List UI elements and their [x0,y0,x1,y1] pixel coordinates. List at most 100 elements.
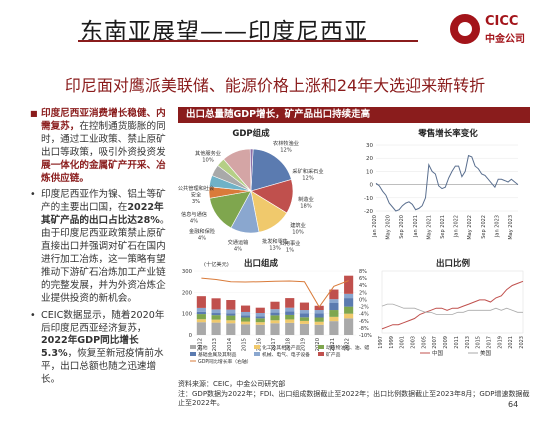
export-bar-segment [255,322,265,325]
round-bullet-icon: • [30,189,36,201]
pie-label: 1% [286,248,294,254]
export-bar-segment [344,275,354,294]
pie-title: GDP组成 [232,128,270,139]
retail-xtick: May 2022 [467,215,473,240]
export-legend-label: 其他 [198,344,208,351]
logo-name-cn: 中金公司 [485,34,525,45]
export-bar-segment [270,323,280,335]
export-unit-label: (十亿美元) [204,260,229,268]
ratio-xtick: 1999 [389,336,395,349]
export-bar-segment [329,316,339,322]
pie-label: 公用事业 [280,239,301,247]
ratio-xtick: 2005 [421,336,427,349]
logo-name-en: CICC [485,14,519,29]
export-y2tick: 8% [359,269,367,275]
pie-chart: GDP组成制造业18%农林牧渔业12%采矿和采石业12%建筑业10%批发和零售1… [178,128,324,254]
pie-label: 12% [280,148,292,154]
export-bar-segment [344,306,354,314]
footnote: 资料来源：CEIC，中金公司研究部 注：GDP数据为2022年；FDI、出口组成… [178,380,530,409]
export-bar-segment [226,300,236,310]
note-line: 注：GDP数据为2022年；FDI、出口组成数据截止至2022年；出口比例数据截… [178,389,530,408]
export-bar-segment [285,319,295,323]
export-comp-title: 出口组成 [244,258,279,269]
export-bar-segment [314,324,324,335]
export-y2tick: 6% [359,276,367,282]
square-bullet-icon: ■ [30,109,38,118]
pie-slice [249,148,254,192]
export-bar-segment [344,298,354,307]
export-bar-segment [314,317,324,322]
page-number: 64 [508,400,519,409]
ratio-xtick: 2019 [497,336,503,349]
export-bar-segment [240,321,251,325]
pie-slice [250,148,292,192]
chart-panel-header: 出口总量随GDP增长，矿产品出口持续走高 [178,107,530,123]
export-xtick: 2012 [197,338,203,351]
export-legend-swatch [254,352,260,356]
export-y2tick: -6% [359,319,369,325]
pie-label: 10% [292,230,304,236]
export-bar-segment [299,317,310,321]
export-bar-segment [255,307,265,314]
export-bar-segment [196,319,206,323]
export-y2tick: -8% [359,326,369,332]
pie-label: 10% [202,158,214,164]
pie-label: 4% [198,236,206,242]
export-bar-segment [196,296,206,308]
export-y2tick: 0% [359,297,367,303]
pie-label: 批发和零售 [262,237,288,245]
pie-label: 13% [269,246,281,252]
export-bar-segment [211,313,221,316]
paragraph-3: • CEIC数据显示，随着2020年后印度尼西亚经济复苏，2022年GDP同比增… [30,310,172,387]
ratio-xtick: 2009 [443,336,449,349]
pie-label: 安全 [191,191,202,199]
retail-xtick: Jan 2022 [454,215,460,238]
export-ytick: 300 [182,269,193,275]
export-bar-segment [226,315,236,321]
p1-mid: 在控制通货膨胀的同时，通过工业政策、禁止原矿出口等政策，吸引外资投资发 [41,120,166,158]
export-xtick: 2022 [345,338,351,351]
export-bar-segment [299,313,310,318]
ratio-series-line [381,280,524,330]
retail-xtick: Jan 2021 [413,215,419,238]
pie-label: 采矿和采石业 [292,167,323,175]
export-xtick: 2021 [330,338,336,351]
export-bar-segment [329,303,339,311]
export-ratio-chart: 出口比例 1997 1999 2001 2003 2005 2007 2009 2011 2013… [378,258,525,357]
export-bar-segment [285,314,295,320]
export-composition-chart: 出口组成 (十亿美元) 300 200 100 0 2012 2013 2014 2015 2016… [182,258,372,365]
retail-title: 零售增长率变化 [417,128,478,139]
export-xtick: 2020 [315,338,321,351]
header-bar: 东南亚展望——印度尼西亚 CICC 中金公司 [0,0,550,62]
title-underline [78,40,418,42]
export-xtick: 2013 [212,338,218,351]
export-bar-segment [226,309,236,314]
export-legend-label: 基础金属及其制品 [198,351,237,358]
retail-xtick: Sep 2020 [399,215,405,239]
pie-label: 建筑业 [290,221,306,229]
retail-ytick: -10 [364,196,373,202]
export-bar-segment [226,313,236,316]
export-bar-segment [285,298,295,308]
export-bar-segment [329,321,339,335]
retail-ytick: 0 [370,183,374,189]
export-bar-segment [299,310,310,314]
pie-label: 金融和保险 [189,227,216,235]
ratio-xtick: 2023 [519,336,525,349]
ratio-xtick: 2017 [486,336,492,349]
export-y2tick: 4% [359,283,367,289]
export-legend-label: GDP同比增长率（右轴） [198,358,251,365]
retail-series-line [375,154,519,212]
export-legend-swatch [190,345,196,349]
pie-label: 制造业 [298,195,314,203]
retail-ytick: 20 [366,156,373,162]
export-bar-segment [196,314,206,320]
retail-xtick: Sep 2021 [440,215,446,239]
paragraph-1: ■ 印度尼西亚消费增长稳健、内需复苏，在控制通货膨胀的同时，通过工业政策、禁止原… [30,108,172,185]
export-legend-swatch [318,345,324,349]
export-ratio-title: 出口比例 [436,258,471,269]
ratio-legend-label: 中国 [432,349,444,357]
export-y2tick: 2% [359,290,367,296]
export-bar-segment [211,315,221,320]
export-y2tick: -2% [359,305,369,311]
